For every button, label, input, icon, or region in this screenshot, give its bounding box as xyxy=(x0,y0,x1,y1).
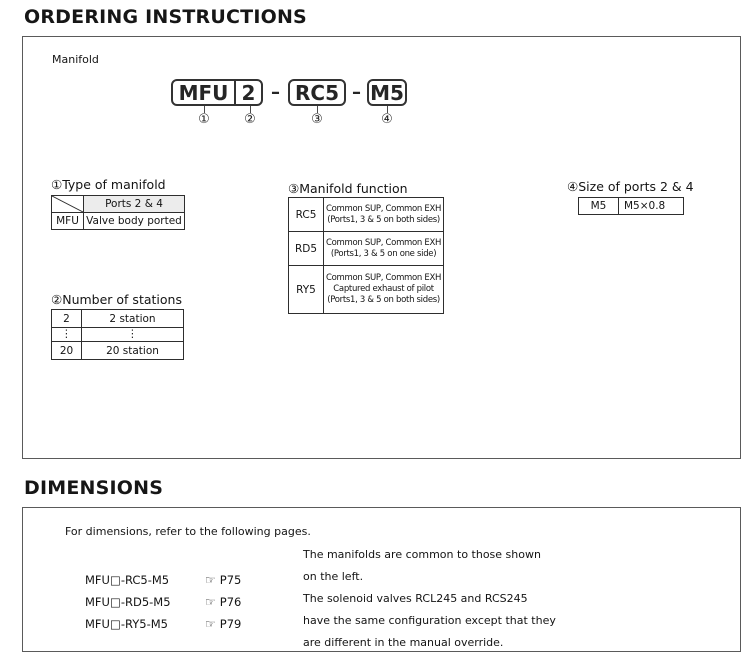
function-row-code: RC5 xyxy=(288,197,324,232)
pointer-hand-icon: ☞ xyxy=(205,595,216,609)
type-table-title-text: Type of manifold xyxy=(62,177,166,192)
model-code-box-function: RC5 xyxy=(288,79,346,106)
reference-model: MFU□-RY5-M5 xyxy=(85,617,168,631)
dimension-reference-row: MFU□-RD5-M5 ☞ P76 xyxy=(85,595,305,611)
stations-row-value: 20 station xyxy=(81,341,184,360)
type-table-header-cell: Ports 2 & 4 xyxy=(83,195,185,213)
stations-table-marker: ② xyxy=(51,292,63,307)
dimension-reference-row: MFU□-RC5-M5 ☞ P75 xyxy=(85,573,305,589)
code-separator-2: – xyxy=(352,82,361,103)
dimensions-title: DIMENSIONS xyxy=(24,477,164,499)
type-of-manifold-table: Ports 2 & 4 MFU Valve body ported xyxy=(51,195,185,230)
manifold-function-table: RC5 Common SUP, Common EXH (Ports1, 3 & … xyxy=(288,197,445,314)
reference-page-number: P79 xyxy=(219,617,242,631)
note-line: are different in the manual override. xyxy=(303,636,504,649)
note-line: have the same configuration except that … xyxy=(303,614,556,627)
dimension-reference-row: MFU□-RY5-M5 ☞ P79 xyxy=(85,617,305,633)
type-table-marker: ① xyxy=(51,177,63,192)
ports-table-title-text: Size of ports 2 & 4 xyxy=(578,179,694,194)
reference-model: MFU□-RC5-M5 xyxy=(85,573,170,587)
dimensions-intro: For dimensions, refer to the following p… xyxy=(65,525,311,538)
stations-row-code: 2 xyxy=(51,309,82,328)
dimensions-note: The manifolds are common to those shown … xyxy=(303,544,603,654)
port-size-table: M5 M5×0.8 xyxy=(578,197,684,215)
callout-4: ④ xyxy=(381,112,393,127)
stations-row-value: ⋮ xyxy=(81,327,184,342)
reference-model: MFU□-RD5-M5 xyxy=(85,595,171,609)
model-code-box-type-stations: MFU 2 xyxy=(171,79,263,106)
type-table-code-cell: MFU xyxy=(51,212,84,230)
function-row-desc: Common SUP, Common EXH (Ports1, 3 & 5 on… xyxy=(322,231,445,266)
function-table-marker: ③ xyxy=(288,181,300,196)
function-desc-line: (Ports1, 3 & 5 on one side) xyxy=(330,248,437,259)
pointer-hand-icon: ☞ xyxy=(205,573,216,587)
ports-table-marker: ④ xyxy=(567,179,579,194)
ports-table-title: ④Size of ports 2 & 4 xyxy=(567,179,694,194)
reference-page: ☞ P76 xyxy=(205,595,241,609)
callout-3: ③ xyxy=(311,112,323,127)
model-code-cell-type: MFU xyxy=(173,81,236,105)
pointer-hand-icon: ☞ xyxy=(205,617,216,631)
function-desc-line: Captured exhaust of pilot xyxy=(333,284,434,294)
model-code-cell-stations: 2 xyxy=(241,80,256,105)
diagonal-line-icon xyxy=(52,196,83,212)
function-desc-line: Common SUP, Common EXH xyxy=(326,237,442,248)
function-row-code: RD5 xyxy=(288,231,324,266)
manifold-label: Manifold xyxy=(52,53,99,66)
function-table-title: ③Manifold function xyxy=(288,181,408,196)
callout-2: ② xyxy=(244,112,256,127)
dimensions-panel: For dimensions, refer to the following p… xyxy=(22,507,741,652)
function-desc-line: (Ports1, 3 & 5 on both sides) xyxy=(327,295,440,305)
function-table-title-text: Manifold function xyxy=(299,181,408,196)
function-row-code: RY5 xyxy=(288,265,324,314)
callout-line-3 xyxy=(317,106,318,113)
note-line: The solenoid valves RCL245 and RCS245 xyxy=(303,592,528,605)
diagonal-cell xyxy=(51,195,84,213)
ordering-instructions-title: ORDERING INSTRUCTIONS xyxy=(24,6,307,28)
note-line: The manifolds are common to those shown xyxy=(303,548,541,561)
function-row-desc: Common SUP, Common EXH Captured exhaust … xyxy=(322,265,445,314)
stations-table-title-text: Number of stations xyxy=(62,292,182,307)
model-code-box-ports: M5 xyxy=(367,79,407,106)
ports-row-value: M5×0.8 xyxy=(618,197,684,215)
callout-1: ① xyxy=(198,112,210,127)
function-desc-line: Common SUP, Common EXH xyxy=(326,203,442,214)
code-separator-1: – xyxy=(271,82,280,103)
function-desc-line: (Ports1, 3 & 5 on both sides) xyxy=(327,214,440,225)
reference-page-number: P75 xyxy=(219,573,242,587)
number-of-stations-table: 2 2 station ⋮ ⋮ 20 20 station xyxy=(51,309,184,360)
note-line: on the left. xyxy=(303,570,364,583)
callout-line-1 xyxy=(204,106,205,113)
callout-line-2 xyxy=(250,106,251,113)
ports-row-code: M5 xyxy=(578,197,619,215)
type-table-value-cell: Valve body ported xyxy=(83,212,185,230)
reference-page: ☞ P79 xyxy=(205,617,241,631)
function-desc-line: Common SUP, Common EXH xyxy=(326,273,442,283)
stations-row-code: 20 xyxy=(51,341,82,360)
stations-row-code: ⋮ xyxy=(51,327,82,342)
stations-table-title: ②Number of stations xyxy=(51,292,182,307)
reference-page: ☞ P75 xyxy=(205,573,241,587)
type-table-title: ①Type of manifold xyxy=(51,177,166,192)
ordering-panel: Manifold MFU 2 – RC5 – M5 ① ② ③ ④ ①Ty xyxy=(22,36,741,459)
stations-row-value: 2 station xyxy=(81,309,184,328)
callout-line-4 xyxy=(387,106,388,113)
reference-page-number: P76 xyxy=(219,595,242,609)
function-row-desc: Common SUP, Common EXH (Ports1, 3 & 5 on… xyxy=(322,197,445,232)
